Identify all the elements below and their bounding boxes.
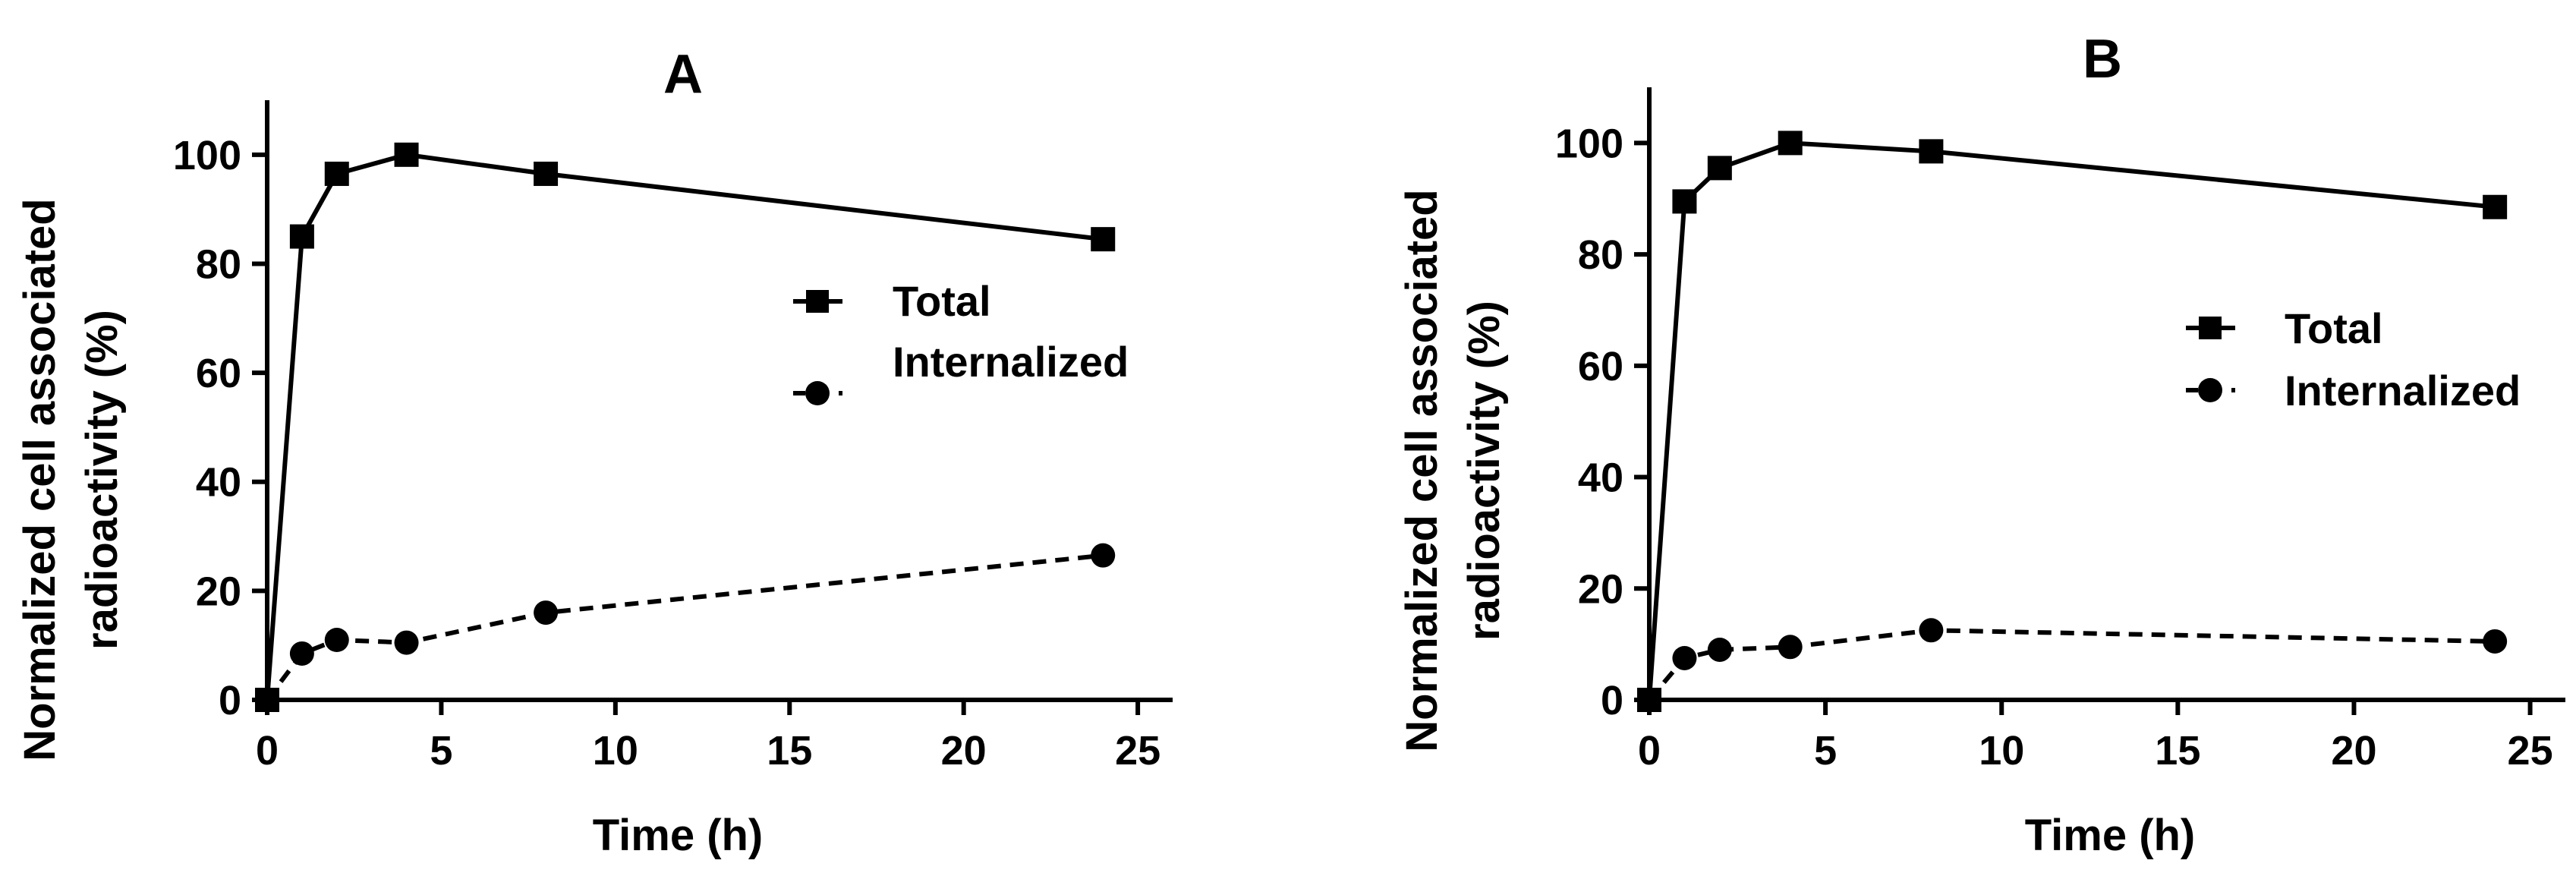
panel-a-legend-total-label: Total <box>893 277 991 325</box>
panel-b-y-tick-label: 80 <box>1578 232 1623 278</box>
panel-b-ylabel-line-1: Normalized cell associated <box>1397 189 1447 752</box>
panel-b-axes: 0 5 10 15 20 25 0 20 40 60 80 100 <box>1555 87 2565 774</box>
panel-a-x-tick-label: 10 <box>593 728 638 774</box>
panel-a-ylabel-line-1: Normalized cell associated <box>15 198 65 761</box>
panel-b-total-point <box>1707 156 1732 181</box>
panel-a-legend-internalized-label: Internalized <box>893 338 1129 386</box>
panel-a-x-tick-label: 0 <box>256 728 279 774</box>
panel-a-internalized-point <box>1091 543 1116 568</box>
panel-a-internalized-point <box>394 630 419 655</box>
panel-b-legend-total-label: Total <box>2285 304 2383 352</box>
panel-a-series <box>255 142 1116 712</box>
panel-a: A Normalized cell associated radioactivi… <box>15 44 1173 860</box>
panel-b-x-tick-label: 5 <box>1814 728 1837 774</box>
panel-a-total-point <box>324 161 349 186</box>
panel-a-internalized-point <box>255 688 279 712</box>
panel-b-x-tick-label: 15 <box>2155 728 2200 774</box>
panel-a-internalized-point <box>534 600 559 625</box>
panel-b-y-tick-label: 20 <box>1578 566 1623 612</box>
panel-b-internalized-line <box>1647 628 2496 701</box>
panel-a-total-point <box>1091 227 1116 252</box>
panel-a-axes: 0 5 10 15 20 25 0 20 40 60 80 100 <box>173 100 1173 774</box>
panel-b-internalized-point <box>1707 637 1732 662</box>
panel-b-ylabel: Normalized cell associated radioactivity… <box>1397 189 1509 752</box>
panel-a-total-point <box>289 224 314 249</box>
panel-b-x-tick-label: 20 <box>2331 728 2376 774</box>
panel-a-y-tick-label: 60 <box>196 351 241 396</box>
panel-b-y-tick-label: 60 <box>1578 344 1623 389</box>
panel-b-legend-total-marker <box>2199 317 2222 339</box>
panel-b-total-point <box>1672 189 1697 214</box>
panel-a-x-tick-label: 20 <box>941 728 987 774</box>
panel-a-total-point <box>394 142 419 167</box>
panel-a-internalized-line <box>265 553 1104 701</box>
panel-b-internalized-point <box>1778 635 1803 660</box>
panel-a-ylabel-line-2: radioactivity (%) <box>77 310 127 650</box>
panel-a-ylabel: Normalized cell associated radioactivity… <box>15 198 127 761</box>
panel-b-x-tick-label: 10 <box>1979 728 2024 774</box>
panel-a-internalized-point <box>324 628 349 652</box>
panel-b-x-tick-label: 0 <box>1638 728 1661 774</box>
panel-a-y-tick-label: 40 <box>196 460 241 506</box>
panel-a-internalized-point <box>289 641 314 666</box>
panel-b-title: B <box>2083 29 2122 90</box>
panel-a-legend-total-marker <box>806 290 829 313</box>
panel-b-x-tick-label: 25 <box>2508 728 2553 774</box>
panel-b-total-point <box>2483 194 2508 219</box>
panel-b-series <box>1637 131 2508 712</box>
panel-b-ylabel-line-2: radioactivity (%) <box>1460 301 1509 641</box>
panel-b-legend-internalized-label: Internalized <box>2285 367 2521 414</box>
panel-b-total-line <box>1647 140 2496 701</box>
panel-a-x-tick-label: 15 <box>767 728 812 774</box>
panel-a-total-point <box>534 161 559 186</box>
panel-a-legend: Total Internalized <box>793 277 1129 405</box>
panel-a-legend-internalized-marker <box>805 381 830 405</box>
panel-a-title: A <box>663 44 703 105</box>
panel-b: B Normalized cell associated radioactivi… <box>1397 29 2565 860</box>
panel-b-legend: Total Internalized <box>2186 304 2521 414</box>
panel-b-internalized-point <box>1637 688 1661 712</box>
panel-b-y-tick-label: 40 <box>1578 455 1623 501</box>
panel-a-y-tick-label: 0 <box>219 678 241 723</box>
panel-b-y-tick-label: 100 <box>1555 121 1623 166</box>
panel-b-internalized-point <box>1919 618 1944 643</box>
panel-a-x-tick-label: 5 <box>430 728 452 774</box>
panel-a-y-tick-label: 20 <box>196 569 241 614</box>
panel-a-y-tick-label: 80 <box>196 241 241 287</box>
panel-a-total-line <box>265 152 1104 701</box>
panel-a-y-tick-label: 100 <box>173 133 241 178</box>
panel-b-legend-internalized-marker <box>2198 378 2222 402</box>
panel-b-total-point <box>1778 131 1803 156</box>
panel-b-xlabel: Time (h) <box>2025 811 2196 860</box>
panel-a-x-tick-label: 25 <box>1115 728 1160 774</box>
panel-a-xlabel: Time (h) <box>593 811 764 860</box>
panel-b-y-tick-label: 0 <box>1601 678 1623 723</box>
panel-b-internalized-point <box>2483 629 2508 654</box>
panel-b-total-point <box>1919 139 1944 164</box>
panel-b-internalized-point <box>1672 645 1697 670</box>
